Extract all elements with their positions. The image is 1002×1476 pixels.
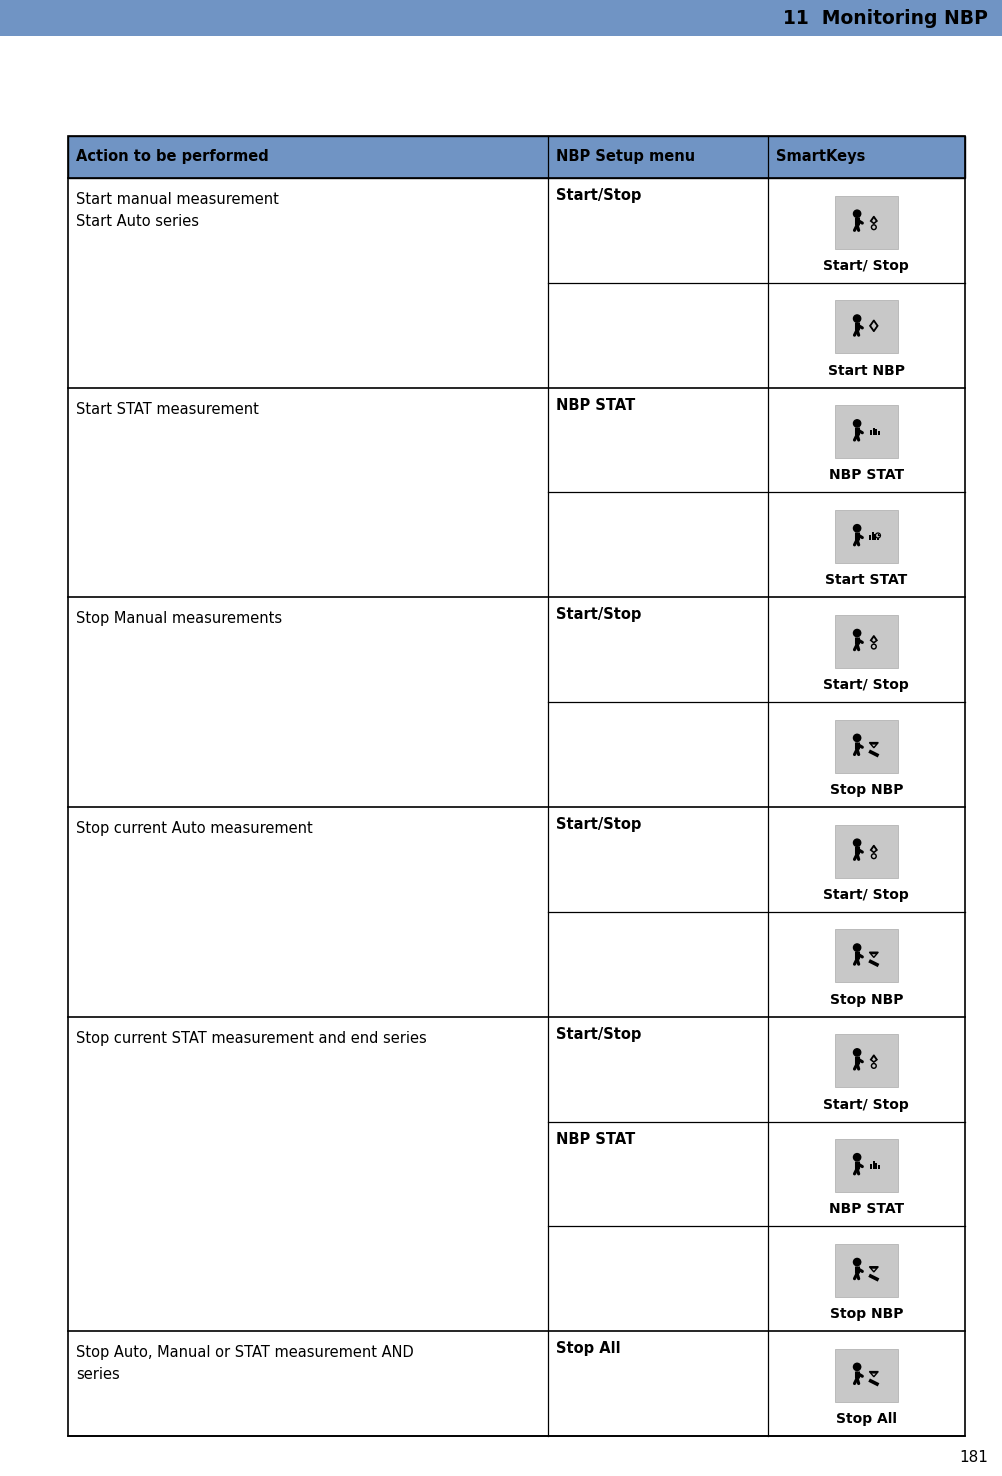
Bar xyxy=(874,534,876,540)
Bar xyxy=(871,533,873,540)
Circle shape xyxy=(870,853,876,859)
Bar xyxy=(834,1349,897,1402)
Circle shape xyxy=(853,314,860,322)
Circle shape xyxy=(870,644,876,649)
Bar xyxy=(0,0,1002,35)
Text: Start/ Stop: Start/ Stop xyxy=(823,258,908,273)
Circle shape xyxy=(870,1063,876,1069)
Circle shape xyxy=(853,1154,860,1160)
Polygon shape xyxy=(869,952,878,958)
Bar xyxy=(834,195,897,248)
Bar xyxy=(877,1165,879,1169)
Text: Stop current Auto measurement: Stop current Auto measurement xyxy=(76,821,313,835)
Circle shape xyxy=(853,838,860,846)
Text: Stop Manual measurements: Stop Manual measurements xyxy=(76,611,282,626)
Bar xyxy=(872,428,874,435)
Circle shape xyxy=(853,945,860,951)
Text: Stop NBP: Stop NBP xyxy=(829,993,902,1007)
Text: Start/Stop: Start/Stop xyxy=(555,607,640,623)
Polygon shape xyxy=(871,847,875,852)
Polygon shape xyxy=(871,1374,875,1376)
Circle shape xyxy=(870,224,876,230)
Text: NBP STAT: NBP STAT xyxy=(828,468,903,483)
Bar xyxy=(870,430,871,435)
Bar xyxy=(834,720,897,773)
Text: Start/ Stop: Start/ Stop xyxy=(823,889,908,902)
Text: Start STAT: Start STAT xyxy=(825,573,907,587)
Bar xyxy=(834,615,897,667)
Text: Stop NBP: Stop NBP xyxy=(829,782,902,797)
Text: Stop Auto, Manual or STAT measurement AND
series: Stop Auto, Manual or STAT measurement AN… xyxy=(76,1345,414,1383)
Circle shape xyxy=(872,855,875,858)
Bar xyxy=(875,430,877,435)
Polygon shape xyxy=(870,846,876,853)
Text: NBP STAT: NBP STAT xyxy=(555,1132,634,1147)
Circle shape xyxy=(875,534,879,537)
Text: 181: 181 xyxy=(958,1451,987,1466)
Circle shape xyxy=(853,524,860,531)
Bar xyxy=(877,431,879,435)
Circle shape xyxy=(874,533,880,539)
Bar xyxy=(869,534,870,540)
Text: Start/Stop: Start/Stop xyxy=(555,818,640,832)
Polygon shape xyxy=(871,218,875,223)
Circle shape xyxy=(853,1049,860,1055)
Circle shape xyxy=(872,226,875,229)
Polygon shape xyxy=(871,322,876,329)
Text: NBP STAT: NBP STAT xyxy=(828,1203,903,1216)
Polygon shape xyxy=(871,1057,875,1061)
Bar xyxy=(834,511,897,562)
Polygon shape xyxy=(870,217,876,223)
Polygon shape xyxy=(869,1266,878,1272)
Bar xyxy=(834,1035,897,1088)
Bar xyxy=(68,136,964,179)
Circle shape xyxy=(853,210,860,217)
Text: SmartKeys: SmartKeys xyxy=(775,149,864,164)
Text: Stop current STAT measurement and end series: Stop current STAT measurement and end se… xyxy=(76,1030,426,1045)
Bar xyxy=(834,406,897,458)
Text: Start/ Stop: Start/ Stop xyxy=(823,1098,908,1111)
Bar xyxy=(68,136,964,1436)
Polygon shape xyxy=(869,1371,878,1377)
Text: NBP Setup menu: NBP Setup menu xyxy=(555,149,694,164)
Bar xyxy=(876,536,878,540)
Text: Start STAT measurement: Start STAT measurement xyxy=(76,401,259,416)
Polygon shape xyxy=(871,744,875,747)
Bar xyxy=(875,1163,877,1169)
Text: Start manual measurement
Start Auto series: Start manual measurement Start Auto seri… xyxy=(76,192,279,229)
Text: Start/Stop: Start/Stop xyxy=(555,1027,640,1042)
Polygon shape xyxy=(870,636,876,644)
Text: Start NBP: Start NBP xyxy=(827,363,904,378)
Polygon shape xyxy=(871,955,875,956)
Bar xyxy=(872,1162,874,1169)
Polygon shape xyxy=(871,1269,875,1271)
Bar xyxy=(834,825,897,878)
Text: Stop All: Stop All xyxy=(835,1413,896,1426)
Circle shape xyxy=(853,734,860,741)
Bar xyxy=(834,1139,897,1193)
Circle shape xyxy=(872,1064,875,1067)
Circle shape xyxy=(853,1364,860,1371)
Bar xyxy=(870,1165,871,1169)
Text: Start/Stop: Start/Stop xyxy=(555,187,640,204)
Circle shape xyxy=(853,419,860,427)
Text: 11  Monitoring NBP: 11 Monitoring NBP xyxy=(783,9,987,28)
Text: Stop NBP: Stop NBP xyxy=(829,1308,902,1321)
Text: Action to be performed: Action to be performed xyxy=(76,149,269,164)
Bar xyxy=(834,930,897,983)
Circle shape xyxy=(872,645,875,648)
Circle shape xyxy=(853,629,860,636)
Text: NBP STAT: NBP STAT xyxy=(555,397,634,413)
Text: Stop All: Stop All xyxy=(555,1342,620,1356)
Polygon shape xyxy=(871,638,875,642)
Polygon shape xyxy=(869,320,877,332)
Polygon shape xyxy=(870,1055,876,1063)
Circle shape xyxy=(853,1259,860,1266)
Bar xyxy=(834,300,897,353)
Text: Start/ Stop: Start/ Stop xyxy=(823,677,908,692)
Bar xyxy=(834,1244,897,1297)
Polygon shape xyxy=(869,742,878,748)
